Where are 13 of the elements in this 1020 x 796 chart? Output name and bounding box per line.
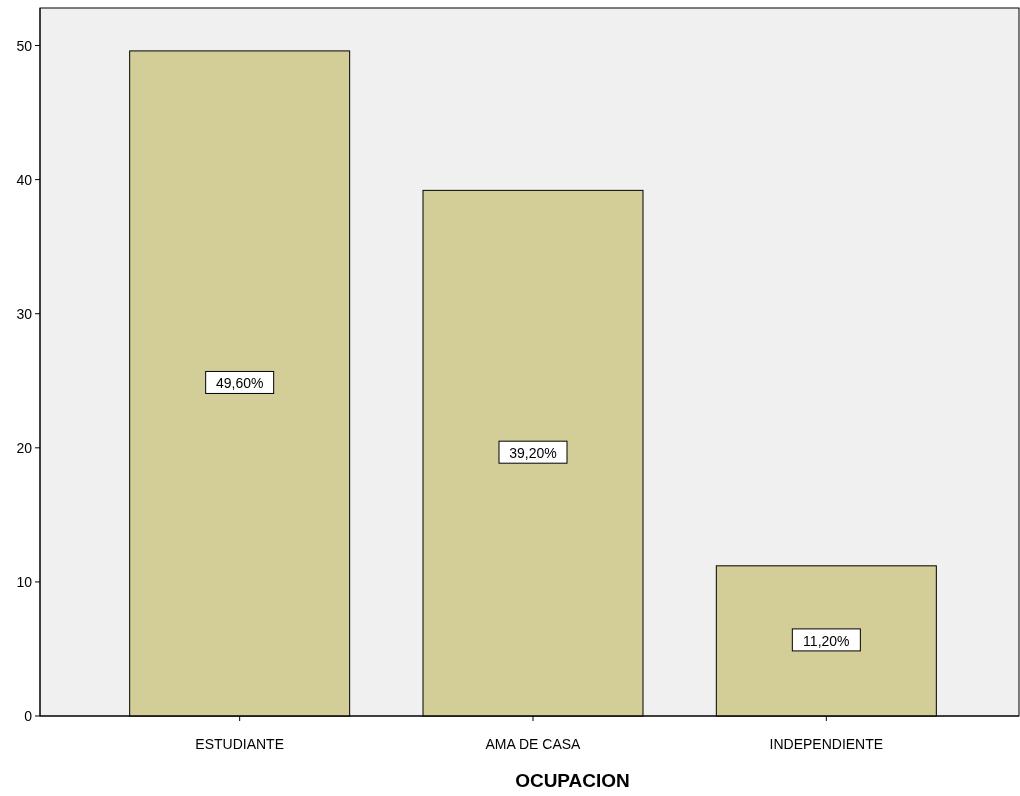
y-tick-label: 50 xyxy=(16,37,33,54)
data-label: 39,20% xyxy=(509,445,557,462)
y-tick-label: 40 xyxy=(16,171,33,188)
data-label: 49,60% xyxy=(215,375,264,392)
x-tick-label: AMA DE CASA xyxy=(485,736,582,752)
y-tick-label: 30 xyxy=(16,305,33,322)
x-axis-title: OCUPACION xyxy=(515,770,630,791)
y-tick-label: 10 xyxy=(16,573,33,590)
data-label: 11,20% xyxy=(803,632,850,649)
y-tick-label: 20 xyxy=(16,439,33,456)
y-tick-label: 0 xyxy=(24,708,33,724)
x-tick-label: ESTUDIANTE xyxy=(195,736,285,752)
x-tick-label: INDEPENDIENTE xyxy=(769,736,884,752)
